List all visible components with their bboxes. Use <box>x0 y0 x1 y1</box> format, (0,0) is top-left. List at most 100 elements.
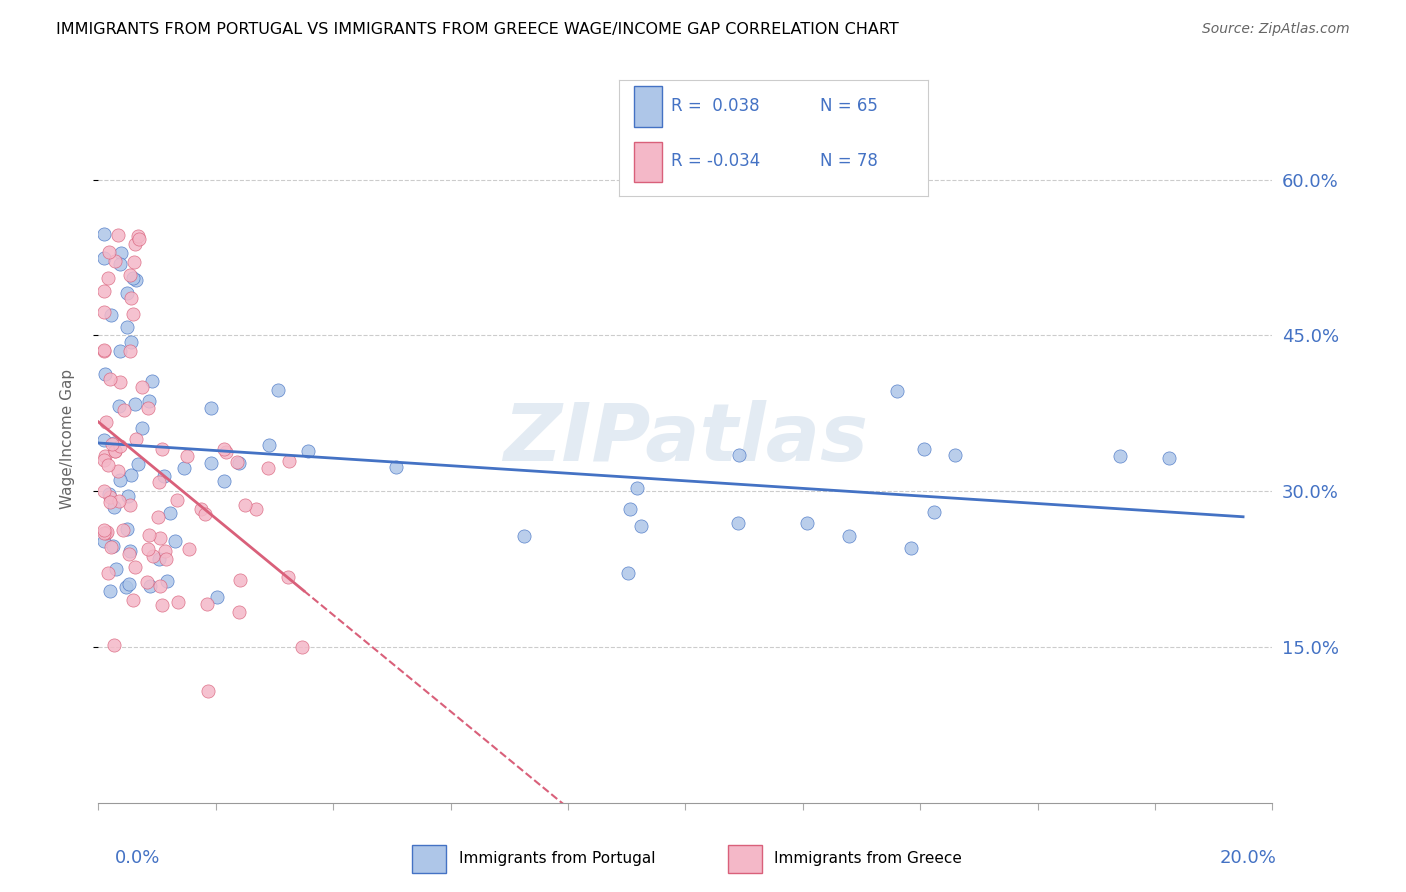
Point <box>107 464 129 478</box>
Point <box>103 638 125 652</box>
Point <box>886 384 908 398</box>
Point <box>108 473 131 487</box>
Point <box>277 570 299 584</box>
Point <box>104 444 127 458</box>
Point <box>124 237 146 252</box>
Point <box>1109 449 1132 463</box>
Point <box>127 228 149 243</box>
FancyBboxPatch shape <box>634 87 662 127</box>
Point <box>138 527 160 541</box>
Point <box>200 456 222 470</box>
Text: ZIPatlas: ZIPatlas <box>503 401 868 478</box>
Text: R = -0.034: R = -0.034 <box>671 153 761 170</box>
Point <box>97 270 120 285</box>
Point <box>277 454 299 468</box>
Point <box>142 549 165 563</box>
Point <box>228 456 250 470</box>
Point <box>190 502 212 516</box>
Point <box>124 397 146 411</box>
Point <box>167 594 190 608</box>
Point <box>103 436 125 450</box>
Point <box>120 467 142 482</box>
Point <box>150 599 173 613</box>
Point <box>117 489 139 503</box>
Point <box>233 498 256 512</box>
Point <box>98 584 121 599</box>
Point <box>626 482 648 496</box>
Point <box>149 579 172 593</box>
Point <box>148 551 170 566</box>
Point <box>139 579 162 593</box>
Point <box>122 255 145 269</box>
Point <box>513 529 536 543</box>
Point <box>138 393 160 408</box>
Point <box>93 344 115 359</box>
FancyBboxPatch shape <box>728 845 762 873</box>
Point <box>838 529 860 543</box>
Point <box>120 544 142 558</box>
Point <box>200 401 222 416</box>
Point <box>97 458 120 473</box>
Point <box>197 683 219 698</box>
Point <box>93 284 115 298</box>
Point <box>245 501 267 516</box>
Point <box>149 531 172 545</box>
Point <box>125 273 148 287</box>
Point <box>93 252 115 266</box>
Point <box>156 574 179 589</box>
Point <box>214 442 236 456</box>
Text: N = 78: N = 78 <box>820 153 877 170</box>
Point <box>228 605 250 619</box>
Point <box>176 449 198 463</box>
Point <box>385 459 408 474</box>
Point <box>215 444 238 458</box>
Point <box>93 227 115 242</box>
Point <box>141 374 163 388</box>
Point <box>131 421 153 435</box>
Point <box>93 304 115 318</box>
Point <box>127 457 149 471</box>
Point <box>101 539 124 553</box>
Point <box>727 516 749 531</box>
Text: R =  0.038: R = 0.038 <box>671 97 759 115</box>
Point <box>136 401 159 415</box>
Point <box>108 375 131 389</box>
Point <box>93 523 115 537</box>
Point <box>120 334 142 349</box>
Point <box>105 562 128 576</box>
Point <box>1159 451 1181 466</box>
Point <box>104 254 127 268</box>
Point <box>104 444 127 458</box>
Point <box>108 494 131 508</box>
Point <box>108 343 131 358</box>
Point <box>257 438 280 452</box>
Point <box>110 439 132 453</box>
Point <box>155 552 177 566</box>
FancyBboxPatch shape <box>634 142 662 182</box>
Point <box>118 547 141 561</box>
Point <box>93 433 115 447</box>
Point <box>291 640 314 655</box>
Point <box>796 516 818 531</box>
Point <box>922 505 945 519</box>
Point <box>115 522 138 536</box>
Point <box>124 560 146 574</box>
Point <box>96 525 118 540</box>
Text: 0.0%: 0.0% <box>115 849 160 867</box>
Point <box>150 442 173 457</box>
Point <box>98 490 121 504</box>
Point <box>120 498 142 512</box>
Point <box>100 495 122 509</box>
Point <box>117 320 139 334</box>
Point <box>97 245 120 260</box>
Point <box>135 574 157 589</box>
Point <box>166 493 188 508</box>
Point <box>93 449 115 463</box>
Point <box>110 257 132 271</box>
Point <box>630 518 652 533</box>
Point <box>728 448 751 462</box>
Point <box>100 540 122 554</box>
Point <box>93 343 115 357</box>
Point <box>122 271 145 285</box>
Point <box>93 533 115 548</box>
